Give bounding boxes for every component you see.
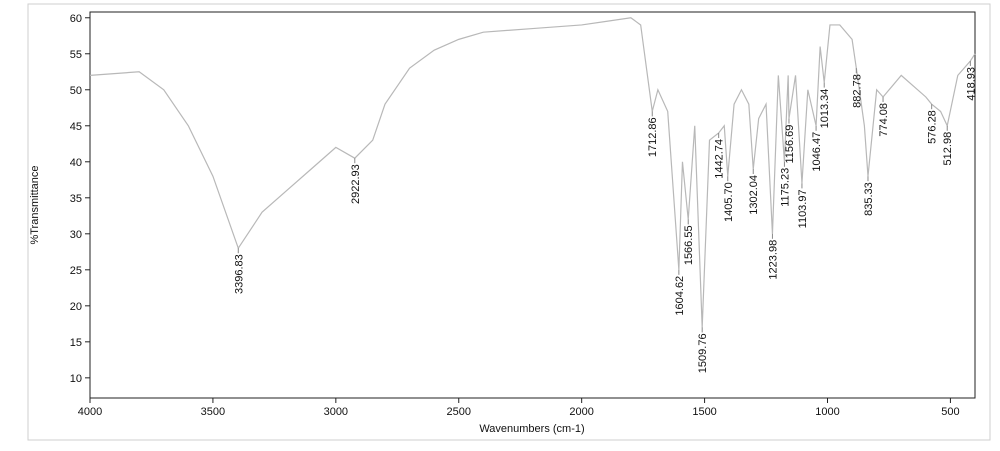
- y-tick-label: 35: [70, 193, 82, 205]
- peak-label: 1604.62: [674, 276, 686, 316]
- peak-label: 1302.04: [748, 175, 760, 215]
- peak-label: 1223.98: [767, 240, 779, 280]
- peak-label: 1712.86: [647, 117, 659, 157]
- peak-label: 1509.76: [697, 333, 709, 373]
- x-tick-label: 4000: [78, 406, 102, 418]
- x-tick-label: 1500: [692, 406, 716, 418]
- frame: [28, 4, 990, 440]
- y-tick-label: 45: [70, 121, 82, 133]
- y-axis-label: %Transmittance: [29, 165, 41, 244]
- peak-label: 1442.74: [714, 139, 726, 179]
- peak-label: 512.98: [942, 132, 954, 166]
- y-tick-label: 60: [70, 13, 82, 25]
- peak-label: 835.33: [863, 182, 875, 216]
- y-tick-label: 10: [70, 373, 82, 385]
- peak-label: 418.93: [965, 67, 977, 101]
- y-tick-label: 40: [70, 157, 82, 169]
- x-tick-label: 3000: [324, 406, 348, 418]
- peak-label: 576.28: [927, 110, 939, 144]
- y-tick-label: 30: [70, 229, 82, 241]
- peak-label: 3396.83: [233, 254, 245, 294]
- peak-label: 1566.55: [683, 225, 695, 265]
- y-tick-label: 15: [70, 337, 82, 349]
- peak-label: 1013.34: [819, 89, 831, 129]
- peak-label: 1175.23: [779, 168, 791, 207]
- x-tick-label: 1000: [815, 406, 839, 418]
- peak-label: 2922.93: [350, 164, 362, 204]
- y-tick-label: 55: [70, 49, 82, 61]
- x-tick-label: 2000: [569, 406, 593, 418]
- y-tick-label: 50: [70, 85, 82, 97]
- y-tick-label: 20: [70, 301, 82, 313]
- peak-label: 1156.69: [784, 125, 796, 164]
- y-tick-label: 25: [70, 265, 82, 277]
- x-tick-label: 500: [941, 406, 959, 418]
- x-tick-label: 2500: [447, 406, 471, 418]
- spectrum-line: [90, 18, 975, 328]
- peak-label: 1405.70: [723, 182, 735, 222]
- x-axis-label: Wavenumbers (cm-1): [479, 423, 584, 435]
- peak-label: 882.78: [851, 74, 863, 108]
- peak-label: 1046.47: [811, 132, 823, 172]
- peak-label: 1103.97: [797, 189, 809, 228]
- peak-label: 774.08: [878, 103, 890, 137]
- x-tick-label: 3500: [201, 406, 225, 418]
